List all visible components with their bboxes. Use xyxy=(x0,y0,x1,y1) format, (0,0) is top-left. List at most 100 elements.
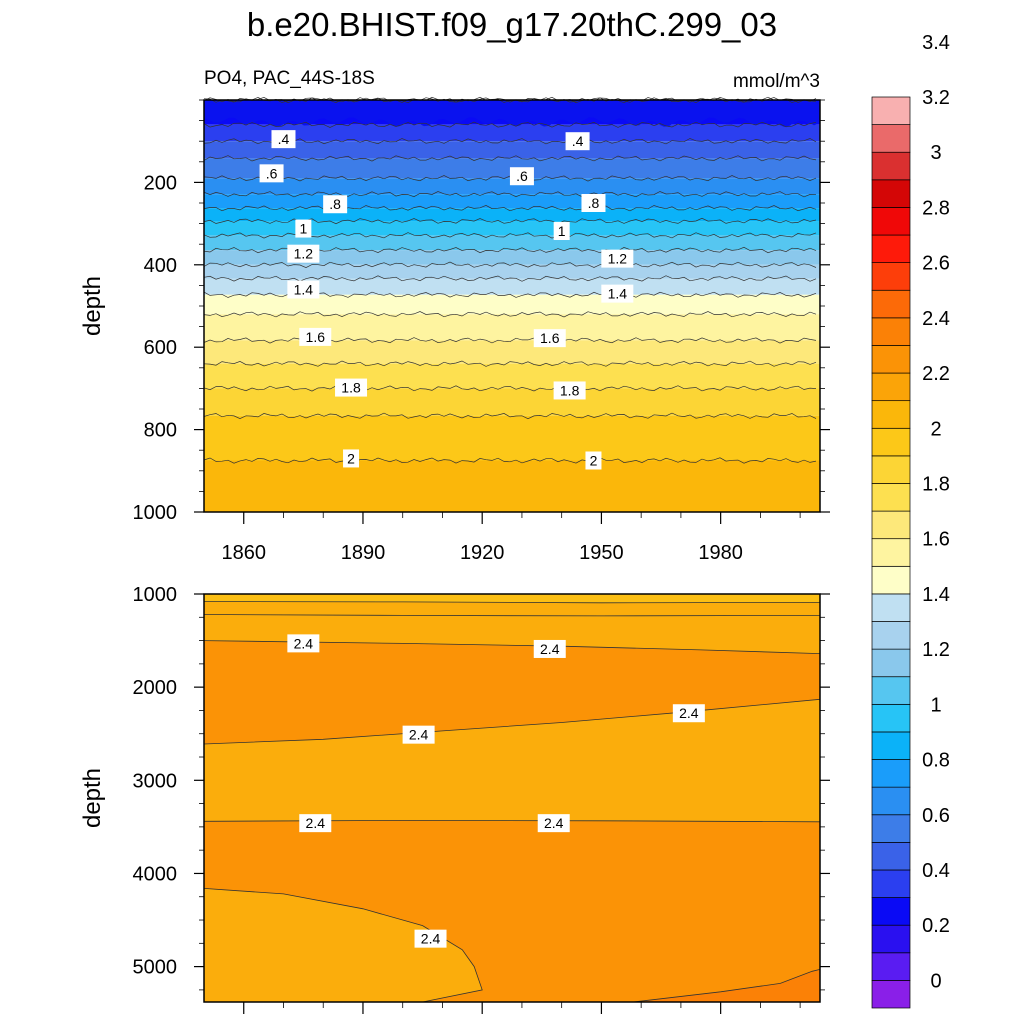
colorbar-swatch xyxy=(871,151,911,181)
colorbar-label: 0.4 xyxy=(922,860,950,882)
upper-label-text: .4 xyxy=(572,133,584,149)
upper-contour-line xyxy=(203,261,817,268)
colorbar-label: 2.2 xyxy=(922,363,950,385)
lower-label-box xyxy=(537,814,570,833)
colorbar-label: 2 xyxy=(930,418,941,440)
upper-label-box xyxy=(323,195,348,214)
colorbar-swatch xyxy=(871,317,911,346)
upper-band xyxy=(204,363,820,389)
lower-label-text: 2.4 xyxy=(421,931,441,947)
upper-label-box xyxy=(299,327,332,346)
lower-contour-label: 2.4 xyxy=(537,814,570,833)
upper-contour-line xyxy=(203,191,817,198)
upper-band xyxy=(204,178,820,195)
upper-band xyxy=(204,235,820,251)
upper-contour-line xyxy=(203,205,817,212)
upper-label-box xyxy=(335,378,368,397)
colorbar: 0 0.2 0.4 0.6 0.8 1 1.2 1.4 1.6 1.8 2 2.2 2.4 2.6 2.8 3… xyxy=(871,32,950,1009)
colorbar-swatch xyxy=(871,814,911,843)
upper-xtick-label: 1890 xyxy=(341,542,386,564)
upper-label-box xyxy=(343,449,360,468)
upper-ytick-label: 600 xyxy=(144,337,177,359)
lower-label-text: 2.4 xyxy=(540,641,560,657)
upper-contour-label: 1.8 xyxy=(335,378,368,397)
colorbar-swatch xyxy=(871,179,911,208)
upper-axis-ticks: 1860 1890 1920 1950 1980 200 400 600 800 1000 xyxy=(133,99,830,564)
colorbar-label: 1.8 xyxy=(922,473,950,495)
upper-contour-panel: .4 .4 .6 .6 .8 .8 1 1 1.2 1.2 1.4 1.4 1.6 1.6 1.8 1.8 2 2… xyxy=(79,96,830,564)
lower-label-box xyxy=(299,814,332,833)
colorbar-swatch xyxy=(871,96,911,125)
upper-label-box xyxy=(553,381,586,400)
lower-contour-label: 2.4 xyxy=(287,634,320,653)
upper-label-box xyxy=(553,222,570,241)
colorbar-label: 2.4 xyxy=(922,308,950,330)
upper-contour-line xyxy=(203,155,817,162)
upper-ytick-label: 1000 xyxy=(133,502,178,524)
upper-contour-label: 1.8 xyxy=(553,381,586,400)
upper-contour-line xyxy=(203,385,817,392)
colorbar-swatch xyxy=(871,731,911,760)
upper-band xyxy=(204,415,820,461)
upper-label-box xyxy=(295,219,312,238)
colorbar-swatch xyxy=(871,676,911,705)
lower-deep-west-region xyxy=(204,888,483,1002)
colorbar-label: 0.6 xyxy=(922,805,950,827)
colorbar-swatch xyxy=(871,621,911,650)
colorbar-label: 3.4 xyxy=(922,32,950,54)
upper-xtick-label: 1860 xyxy=(221,542,266,564)
upper-contour-label: .8 xyxy=(581,194,606,212)
upper-label-text: 1 xyxy=(299,221,307,237)
upper-label-text: 1.6 xyxy=(306,329,326,345)
upper-label-box xyxy=(287,280,320,299)
colorbar-swatch xyxy=(871,703,911,733)
upper-contour-label: .6 xyxy=(509,167,534,186)
upper-contour-label: .6 xyxy=(259,164,284,183)
colorbar-swatch xyxy=(871,869,911,898)
upper-ytick-label: 400 xyxy=(144,255,177,277)
upper-band xyxy=(204,340,820,364)
lower-contour-label: 2.4 xyxy=(402,725,435,744)
upper-contour-label: 1 xyxy=(295,219,312,238)
lower-contour-label: 2.4 xyxy=(414,929,447,948)
upper-contour-line xyxy=(203,275,817,282)
colorbar-swatch xyxy=(871,786,911,816)
colorbar-label: 1 xyxy=(930,694,941,716)
lower-contour-line xyxy=(633,969,821,1003)
upper-label-text: .4 xyxy=(278,131,290,147)
upper-contour-label: 1.6 xyxy=(299,327,332,346)
upper-label-box xyxy=(287,244,320,263)
upper-contour-label: 1.4 xyxy=(601,284,634,303)
lower-ytick-label: 1000 xyxy=(133,584,178,606)
lower-contour-labels: 2.4 2.4 2.4 2.4 2.4 2.4 2.4 xyxy=(287,634,705,948)
colorbar-label: 1.2 xyxy=(922,639,950,661)
upper-xtick-label: 1920 xyxy=(460,542,505,564)
upper-contour-label: 2 xyxy=(585,451,602,470)
upper-label-text: 1.2 xyxy=(608,251,628,267)
lower-contour-label: 2.4 xyxy=(672,704,705,723)
upper-label-box xyxy=(259,164,284,183)
lower-top-band xyxy=(204,594,820,603)
lower-label-box xyxy=(287,634,320,653)
upper-contour-label: .8 xyxy=(323,195,348,214)
upper-fill-bands xyxy=(204,100,820,512)
upper-label-text: 2 xyxy=(347,450,355,466)
upper-label-text: 1.8 xyxy=(560,382,580,398)
lower-axis-ticks: 1000 2000 3000 4000 5000 xyxy=(133,584,830,1014)
upper-label-text: 1.4 xyxy=(294,282,314,298)
lower-deep-east-region xyxy=(633,969,820,1002)
colorbar-swatch xyxy=(871,262,911,291)
lower-plot-frame xyxy=(203,593,821,1003)
colorbar-swatch xyxy=(871,980,911,1009)
lower-ytick-label: 3000 xyxy=(133,770,178,792)
lower-label-text: 2.4 xyxy=(306,815,326,831)
colorbar-label: 2.8 xyxy=(922,197,950,219)
lower-middle-region xyxy=(204,699,820,822)
lower-label-box xyxy=(402,725,435,744)
upper-band xyxy=(204,388,820,416)
upper-label-text: .8 xyxy=(588,195,600,211)
colorbar-swatch xyxy=(871,648,911,678)
upper-label-box xyxy=(585,451,602,470)
colorbar-swatch xyxy=(871,234,911,263)
